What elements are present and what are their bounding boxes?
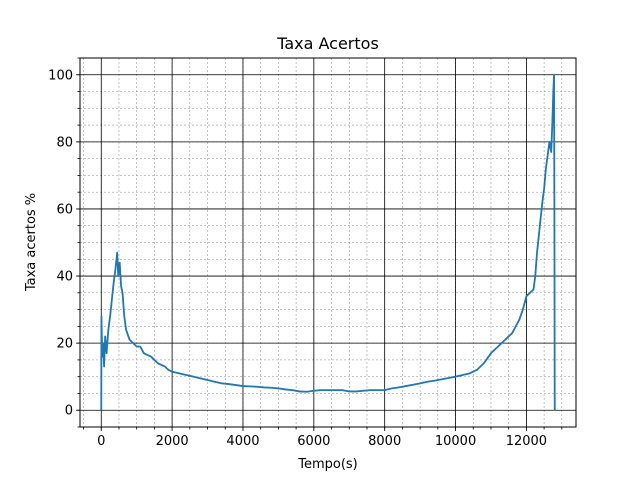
y-axis-label: Taxa acertos % bbox=[24, 193, 39, 292]
x-tick-label: 4000 bbox=[226, 434, 259, 449]
series-line bbox=[100, 73, 556, 411]
x-tick-label: 2000 bbox=[156, 434, 189, 449]
y-tick-label: 40 bbox=[56, 270, 73, 285]
y-tick-label: 60 bbox=[56, 202, 73, 217]
series-layer bbox=[100, 73, 556, 411]
y-axis-ticks: 0 20 40 60 80 100 bbox=[48, 57, 80, 428]
x-tick-label: 8000 bbox=[368, 434, 401, 449]
x-tick-label: 10000 bbox=[435, 434, 476, 449]
x-axis-ticks: 0 2000 4000 6000 8000 10000 12000 bbox=[83, 427, 563, 449]
x-axis-label: Tempo(s) bbox=[297, 457, 358, 472]
y-tick-label: 0 bbox=[65, 404, 73, 419]
x-tick-label: 6000 bbox=[297, 434, 330, 449]
x-tick-label: 12000 bbox=[506, 434, 547, 449]
y-tick-label: 80 bbox=[56, 135, 73, 150]
y-tick-label: 20 bbox=[56, 337, 73, 352]
x-tick-label: 0 bbox=[97, 434, 105, 449]
y-tick-label: 100 bbox=[48, 68, 73, 83]
chart-title: Taxa Acertos bbox=[276, 34, 379, 53]
